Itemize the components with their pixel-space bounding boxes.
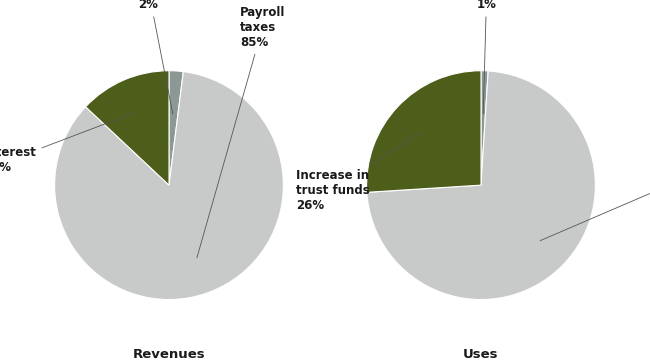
Wedge shape [367, 71, 481, 192]
Wedge shape [86, 71, 169, 185]
Text: Taxation
of benefits
2%: Taxation of benefits 2% [112, 0, 185, 114]
Text: Benefit
payments
73%: Benefit payments 73% [540, 155, 650, 241]
Text: Interest
13%: Interest 13% [0, 113, 135, 174]
Wedge shape [55, 72, 283, 299]
Text: Uses: Uses [463, 348, 499, 360]
Wedge shape [481, 71, 488, 185]
Text: Administrative
expenses
1%: Administrative expenses 1% [438, 0, 536, 114]
Text: Increase in
trust funds
26%: Increase in trust funds 26% [296, 132, 421, 212]
Text: Payroll
taxes
85%: Payroll taxes 85% [197, 6, 285, 258]
Wedge shape [169, 71, 183, 185]
Wedge shape [367, 71, 595, 299]
Text: Revenues: Revenues [133, 348, 205, 360]
